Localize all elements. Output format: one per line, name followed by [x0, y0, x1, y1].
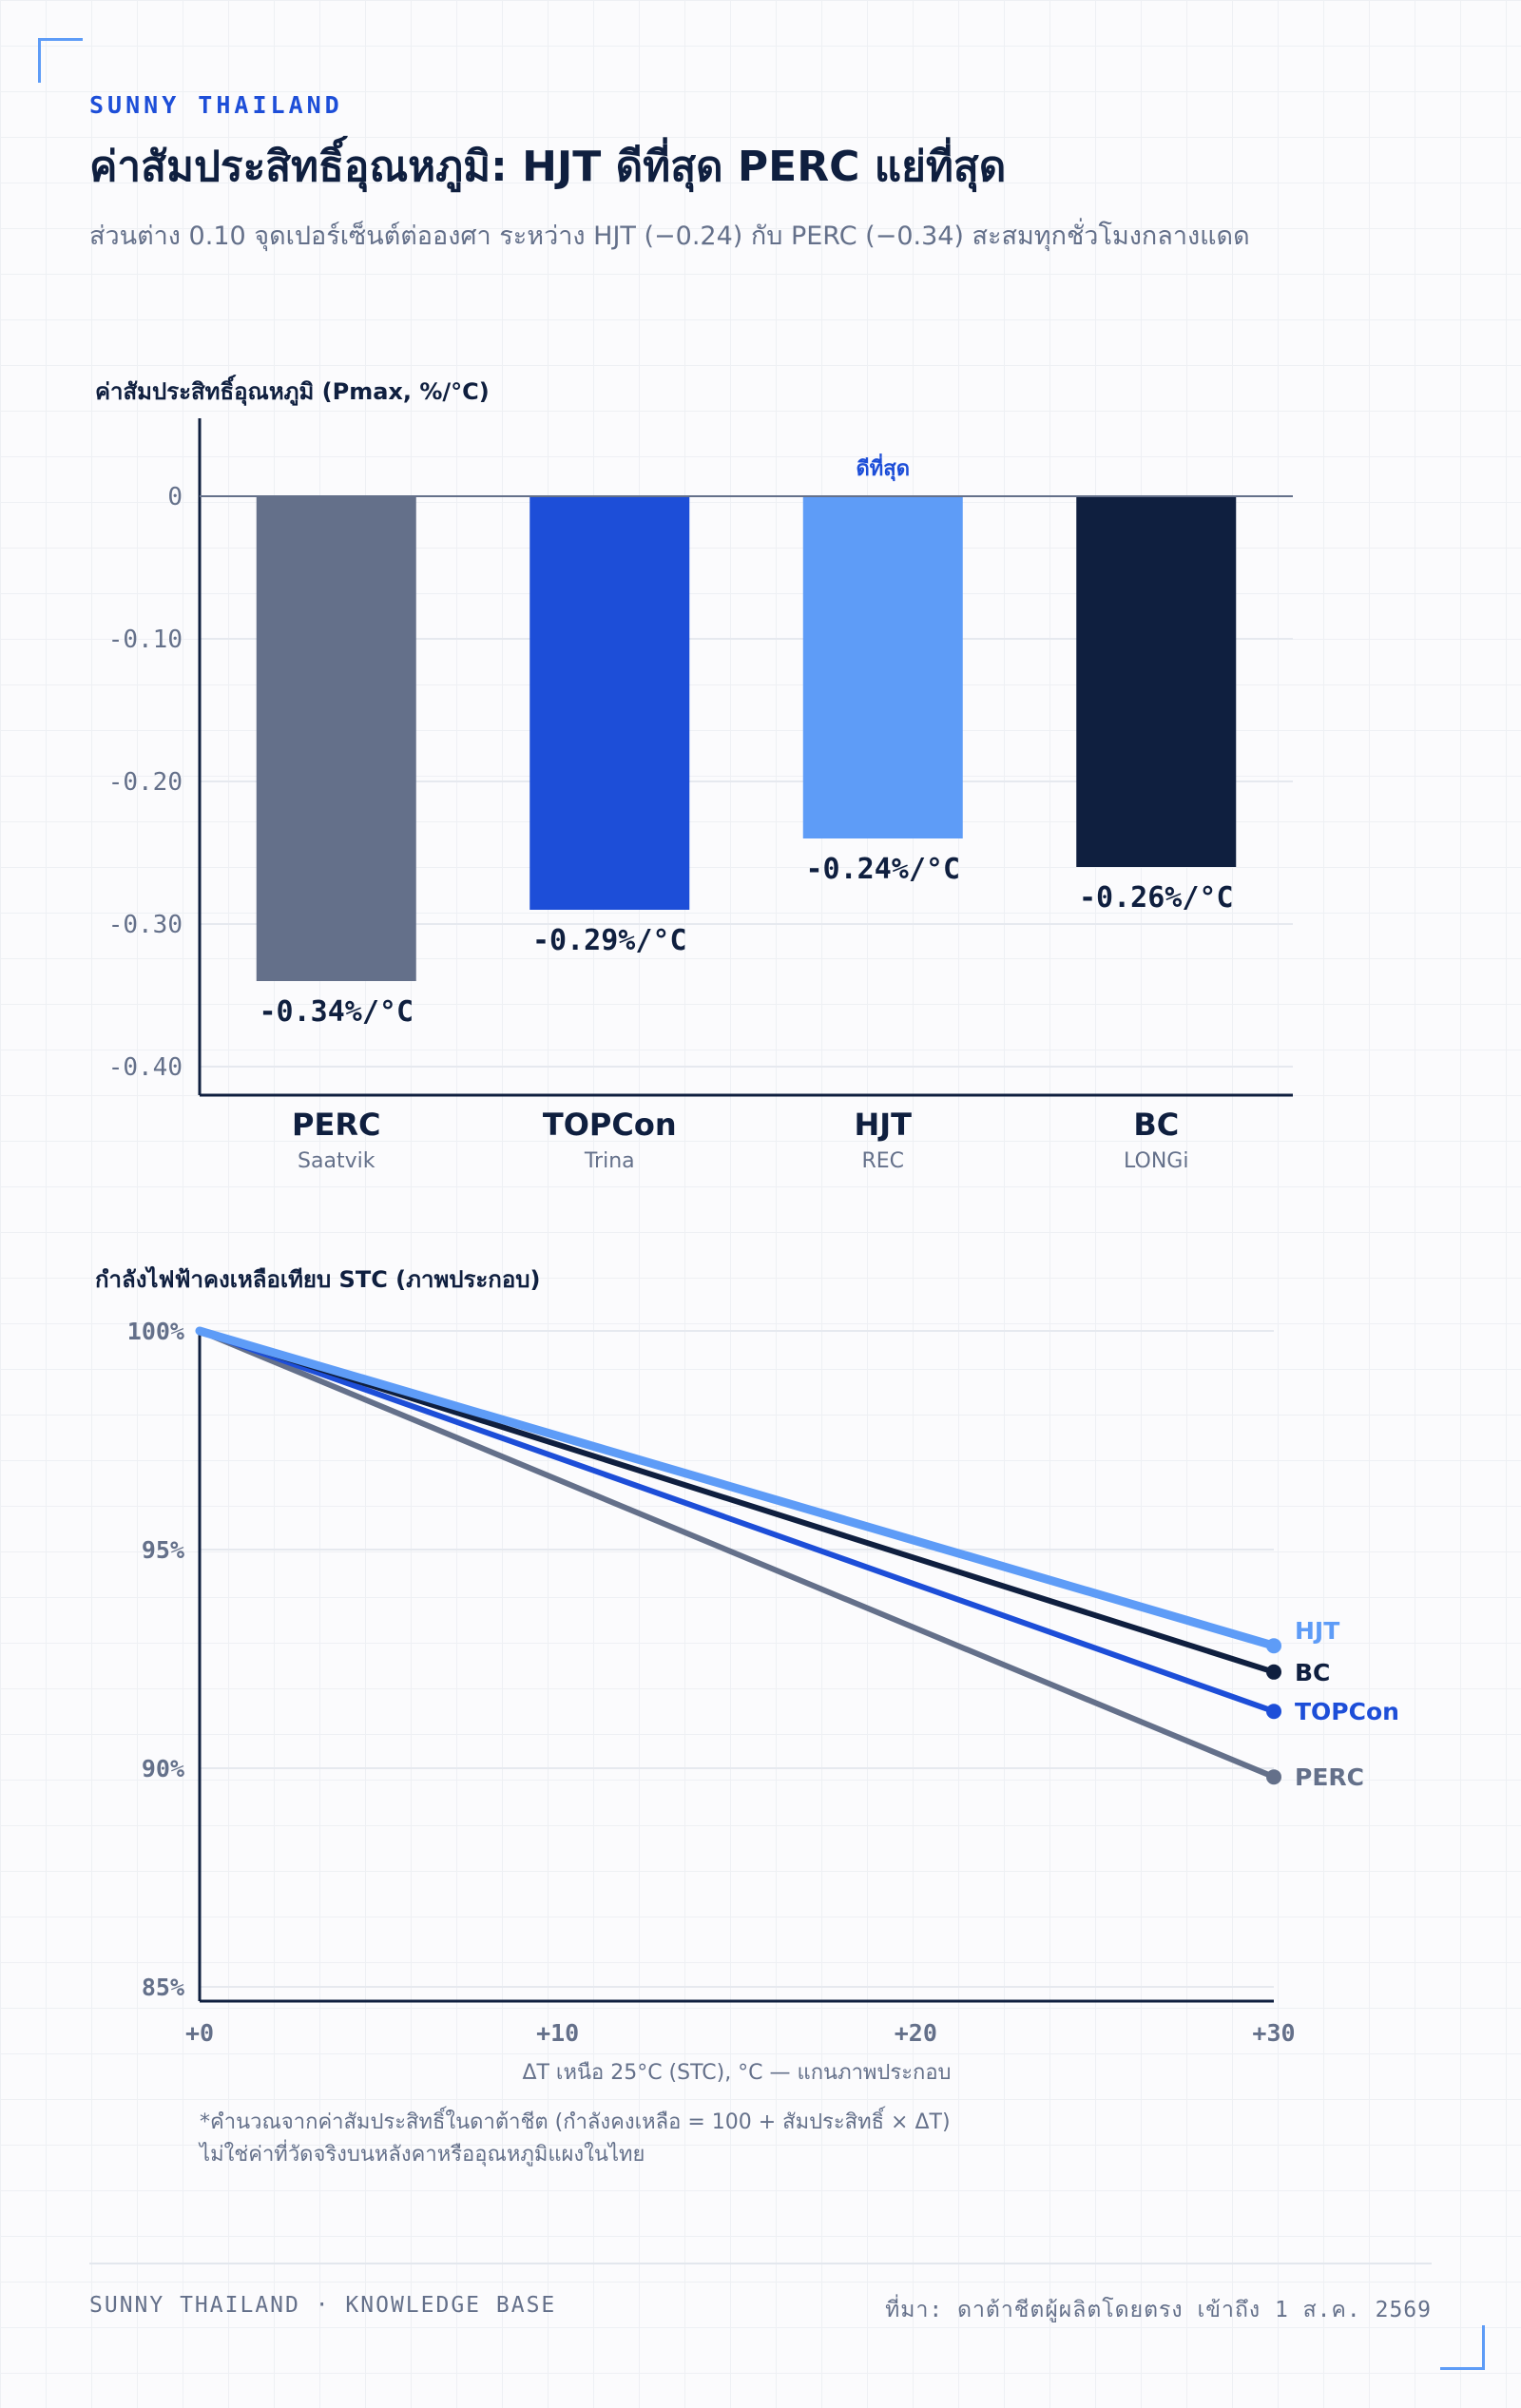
- footer-source: ที่มา: ดาต้าชีตผู้ผลิตโดยตรง เข้าถึง 1 ส…: [885, 2298, 1432, 2322]
- bar-y-tick-label: -0.20: [108, 768, 183, 797]
- bar-y-tick-label: -0.40: [108, 1053, 183, 1082]
- bar-sublabel-bc: LONGi: [1124, 1149, 1188, 1173]
- line-y-tick-label: 85%: [142, 1974, 184, 2001]
- bar-category-label-perc: PERC: [292, 1107, 380, 1143]
- line-chart: 100% 95% 90% 85%+0 +10 +20 +30 ΔT เหนือ 25°C (S…: [127, 1318, 1399, 2085]
- line-y-tick-label: 95%: [142, 1536, 184, 1564]
- page-title: ค่าสัมประสิทธิ์อุณหภูมิ: HJT ดีที่สุด PE…: [89, 143, 1007, 191]
- bar-sublabel-perc: Saatvik: [298, 1149, 375, 1173]
- footer-left: SUNNY THAILAND · KNOWLEDGE BASE: [89, 2293, 557, 2318]
- line-series-hjt: [195, 1326, 1279, 1650]
- bar-sublabel-hjt: REC: [861, 1149, 904, 1173]
- line-series-label-bc: BC: [1295, 1659, 1330, 1686]
- bar-category-label-hjt: HJT: [854, 1107, 912, 1143]
- bar-chart-title: ค่าสัมประสิทธิ์อุณหภูมิ (Pmax, %/°C): [95, 378, 490, 405]
- bar-y-tick-label: 0: [167, 483, 183, 511]
- bar-category-label-bc: BC: [1133, 1107, 1179, 1143]
- line-x-tick-label: +30: [1252, 2019, 1295, 2047]
- bar-value-label-hjt: -0.24%/°C: [805, 853, 960, 886]
- bar-topcon: [529, 496, 690, 910]
- line-series-perc: [197, 1328, 1277, 1781]
- line-y-tick-label: 90%: [142, 1755, 184, 1782]
- footer-divider: [89, 2263, 1432, 2264]
- page-subtitle: ส่วนต่าง 0.10 จุดเปอร์เซ็นต์ต่อองศา ระหว…: [89, 222, 1250, 251]
- bar-perc: [256, 496, 416, 981]
- corner-accent-top-left: [38, 38, 83, 83]
- line-end-point-perc: [1266, 1769, 1281, 1785]
- line-x-tick-label: +20: [895, 2019, 937, 2047]
- bar-y-tick-label: -0.10: [108, 626, 183, 654]
- bar-value-label-perc: -0.34%/°C: [259, 995, 414, 1029]
- footnote-line-1: *คำนวณจากค่าสัมประสิทธิ์ในดาต้าชีต (กำลั…: [200, 2110, 951, 2134]
- line-end-point-hjt: [1266, 1638, 1281, 1654]
- line-x-axis-label: ΔT เหนือ 25°C (STC), °C — แกนภาพประกอบ: [522, 2061, 951, 2085]
- line-x-tick-label: +10: [536, 2019, 579, 2047]
- bar-hjt: [802, 496, 963, 838]
- bar-value-label-bc: -0.26%/°C: [1079, 881, 1234, 915]
- line-series-topcon: [197, 1328, 1277, 1715]
- line-end-point-bc: [1266, 1664, 1281, 1680]
- bar-bc: [1076, 496, 1237, 867]
- line-end-point-topcon: [1266, 1704, 1281, 1720]
- corner-accent-bottom-right: [1440, 2325, 1485, 2370]
- bar-category-label-topcon: TOPCon: [543, 1107, 677, 1143]
- bar-chart: 0 -0.10 -0.20 -0.30 -0.40 -0.34%/°C PERC Saatvi…: [108, 418, 1293, 1173]
- line-x-tick-label: +0: [185, 2019, 214, 2047]
- line-chart-title: กำลังไฟฟ้าคงเหลือเทียบ STC (ภาพประกอบ): [95, 1266, 541, 1293]
- bar-value-label-topcon: -0.29%/°C: [532, 924, 687, 957]
- best-annotation-label: ดีที่สุด: [856, 453, 910, 482]
- brand-label: SUNNY THAILAND: [89, 91, 343, 119]
- line-y-tick-label: 100%: [127, 1318, 184, 1345]
- line-series-label-topcon: TOPCon: [1295, 1698, 1399, 1725]
- bar-y-tick-label: -0.30: [108, 911, 183, 939]
- bar-sublabel-topcon: Trina: [584, 1149, 635, 1173]
- line-series-label-perc: PERC: [1295, 1763, 1364, 1791]
- footnote-line-2: ไม่ใช่ค่าที่วัดจริงบนหลังคาหรืออุณหภูมิแ…: [200, 2143, 645, 2167]
- line-series-label-hjt: HJT: [1295, 1617, 1339, 1645]
